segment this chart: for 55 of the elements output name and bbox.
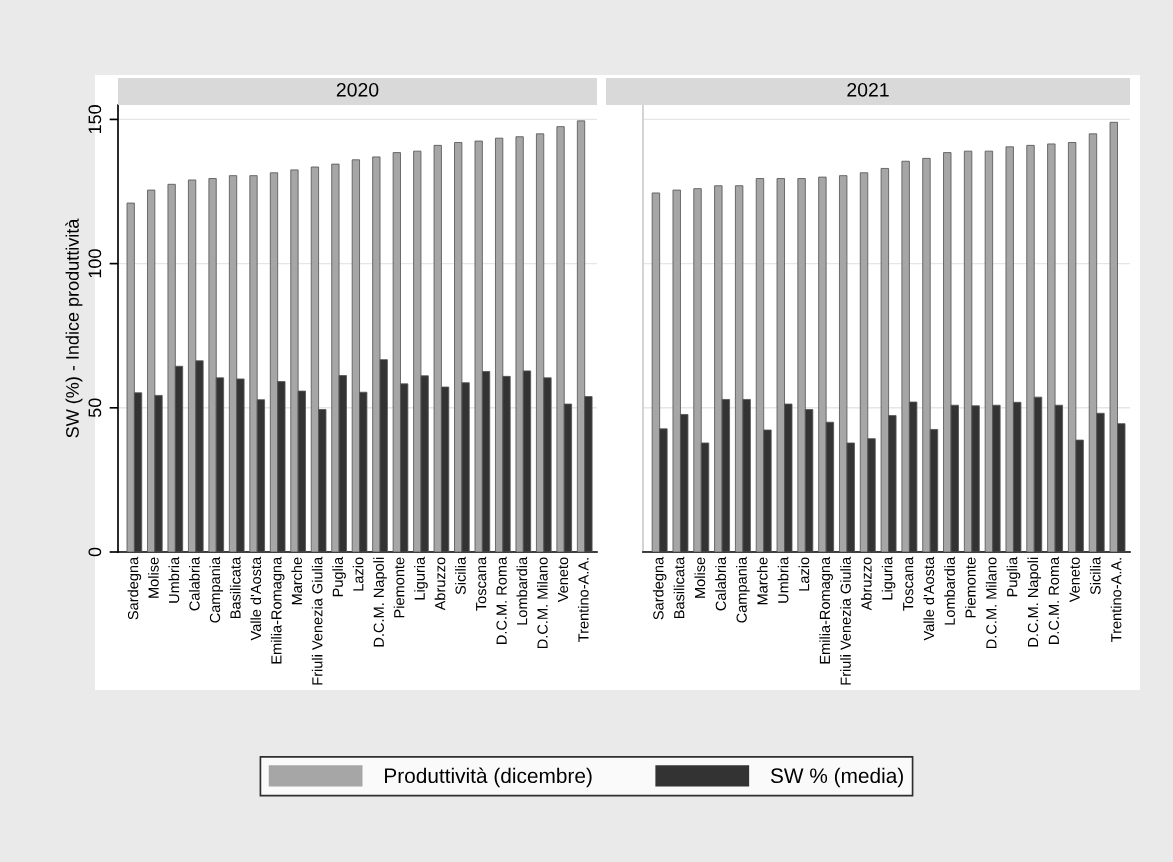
x-tick-label: Liguria — [881, 556, 896, 600]
x-tick-label: Calabria — [188, 556, 200, 611]
x-tick-label: Molise — [694, 557, 706, 598]
x-tick-label: Toscana — [476, 556, 487, 611]
x-tick-label: Trentino-A.A. — [1110, 558, 1122, 642]
x-tick-label: D.C.M. Milano — [536, 557, 548, 649]
x-tick-label: Trentino-A.A. — [577, 558, 589, 642]
x-tick-label: Sicilia — [1089, 556, 1101, 595]
x-tick-label: Abruzzo — [434, 557, 446, 611]
x-tick-label: Calabria — [715, 556, 726, 611]
chart-title: 2020 — [336, 82, 379, 97]
x-tick-label: Marche — [756, 557, 768, 605]
y-tick-label: 150 — [88, 105, 102, 134]
x-tick-label: Liguria — [414, 556, 428, 600]
x-tick-label: Campania — [736, 556, 750, 623]
x-tick-label: Friuli Venezia Giulia — [311, 556, 323, 685]
x-tick-label: D.C.M. Napoli — [373, 557, 387, 647]
y-tick-label: 100 — [88, 249, 102, 278]
x-tick-label: Campania — [209, 556, 224, 623]
x-tick-label: Lombardia — [516, 556, 528, 625]
x-tick-label: Piemonte — [393, 557, 405, 618]
x-tick-label: Basilicata — [673, 556, 685, 619]
x-tick-label: Emilia-Romagna — [270, 556, 285, 664]
x-tick-label: Basilicata — [229, 556, 241, 619]
x-tick-label: Sardegna — [652, 556, 667, 620]
x-tick-label: Umbria — [777, 556, 789, 603]
chart-title: 2021 — [847, 82, 889, 97]
x-tick-label: Valle d'Aosta — [250, 556, 262, 641]
x-tick-label: Marche — [291, 557, 303, 605]
x-tick-label: Lazio — [798, 557, 810, 591]
x-tick-label: Emilia-Romagna — [819, 556, 833, 664]
x-tick-label: Lazio — [352, 557, 364, 591]
x-tick-label: D.C.M. Roma — [496, 556, 507, 644]
x-tick-label: D.C.M. Roma — [1048, 556, 1059, 644]
x-tick-label: Valle d'Aosta — [923, 556, 935, 641]
x-tick-label: Umbria — [168, 556, 180, 603]
x-tick-label: Puglia — [332, 556, 346, 597]
x-tick-label: Veneto — [1069, 557, 1080, 603]
x-tick-label: Puglia — [1006, 556, 1021, 597]
y-axis-title: SW (%) - Indice produttività — [65, 218, 83, 438]
legend-label: Produttività (dicembre) — [385, 767, 592, 788]
x-tick-label: Lombardia — [944, 556, 955, 625]
x-tick-label: Sardegna — [127, 556, 142, 620]
legend-label: SW % (media) — [770, 767, 903, 788]
x-tick-label: Veneto — [557, 557, 569, 603]
y-tick-label: 0 — [88, 547, 102, 557]
x-tick-label: Molise — [148, 557, 159, 598]
x-tick-label: Sicilia — [455, 556, 466, 595]
x-tick-label: Abruzzo — [860, 557, 872, 611]
x-tick-label: Toscana — [903, 556, 914, 611]
y-tick-label: 50 — [88, 398, 102, 418]
x-tick-label: D.C.M. Napoli — [1027, 557, 1042, 647]
x-tick-label: D.C.M. Milano — [985, 557, 997, 649]
x-tick-label: Piemonte — [965, 557, 976, 618]
x-tick-label: Friuli Venezia Giulia — [840, 556, 851, 685]
